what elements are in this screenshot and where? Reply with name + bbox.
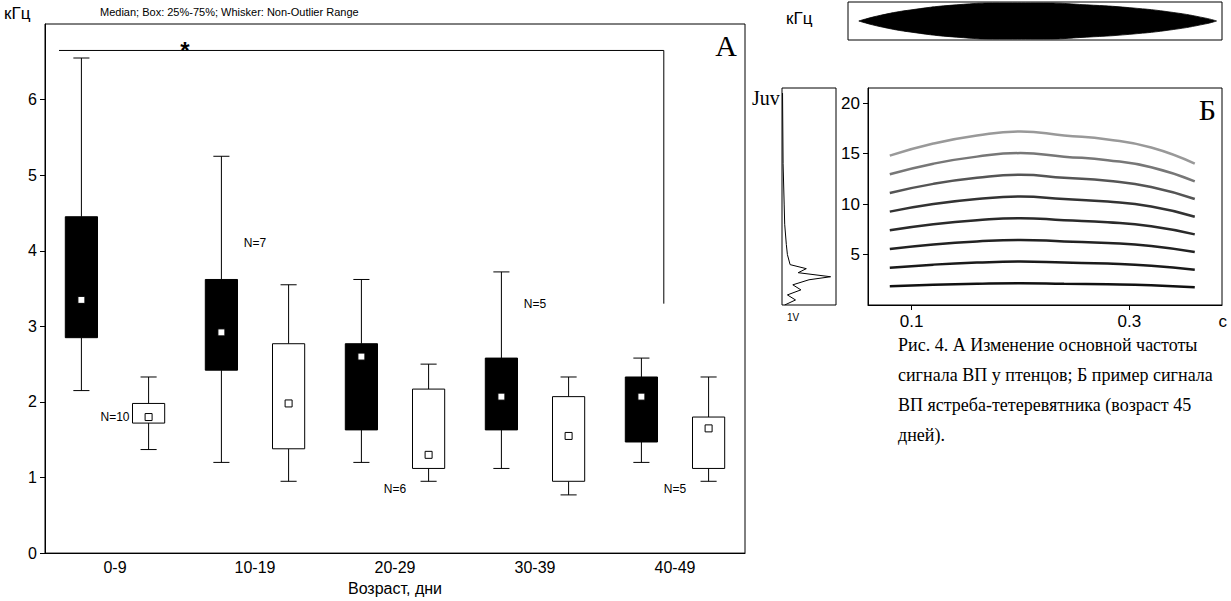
svg-text:0-9: 0-9 (103, 559, 126, 576)
svg-text:N=5: N=5 (664, 482, 687, 496)
svg-text:4: 4 (28, 242, 37, 259)
svg-text:N=6: N=6 (384, 482, 407, 496)
svg-text:5: 5 (851, 245, 860, 264)
svg-text:3: 3 (28, 318, 37, 335)
svg-text:10: 10 (841, 195, 860, 214)
svg-text:Juv: Juv (752, 87, 780, 109)
svg-text:0.3: 0.3 (1118, 312, 1142, 331)
svg-text:кГц: кГц (786, 9, 813, 28)
svg-text:N=7: N=7 (244, 236, 267, 250)
svg-text:40-49: 40-49 (655, 559, 696, 576)
svg-text:0.1: 0.1 (900, 312, 924, 331)
svg-text:1V: 1V (787, 312, 800, 323)
svg-text:кГц: кГц (4, 4, 31, 23)
svg-text:20-29: 20-29 (375, 559, 416, 576)
svg-text:Б: Б (1199, 93, 1216, 126)
svg-text:2: 2 (28, 393, 37, 410)
svg-text:6: 6 (28, 91, 37, 108)
svg-text:0: 0 (28, 545, 37, 562)
html-text:Рис. 4. А Изменение основной ч: Рис. 4. А Изменение основной частоты сиг… (898, 335, 1213, 445)
svg-text:10-19: 10-19 (235, 559, 276, 576)
svg-text:5: 5 (28, 167, 37, 184)
svg-text:20: 20 (841, 94, 860, 113)
svg-text:*: * (180, 37, 190, 64)
svg-text:15: 15 (841, 144, 860, 163)
svg-text:30-39: 30-39 (515, 559, 556, 576)
svg-text:А: А (715, 29, 737, 62)
svg-text:Возраст, дни: Возраст, дни (348, 580, 442, 597)
svg-text:N=5: N=5 (524, 297, 547, 311)
svg-text:N=10: N=10 (100, 410, 129, 424)
svg-text:с: с (1219, 312, 1228, 331)
svg-text:1: 1 (28, 469, 37, 486)
svg-text:Median; Box: 25%-75%; Whisker:: Median; Box: 25%-75%; Whisker: Non-Outli… (100, 6, 359, 18)
